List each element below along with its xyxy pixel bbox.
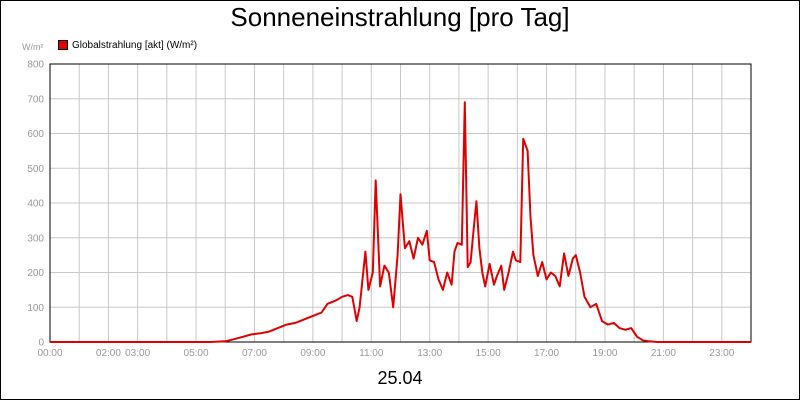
y-tick-label: 100 <box>27 303 44 314</box>
x-tick-label: 11:00 <box>359 348 384 359</box>
x-tick-label: 19:00 <box>592 348 617 359</box>
y-tick-label: 500 <box>27 164 44 175</box>
y-tick-label: 300 <box>27 233 44 244</box>
y-tick-label: 700 <box>27 94 44 105</box>
series-line-globalstrahlung <box>50 101 751 343</box>
x-tick-label: 03:00 <box>125 348 150 359</box>
x-tick-label: 17:00 <box>534 348 559 359</box>
chart-title: Sonneneinstrahlung [pro Tag] <box>230 2 570 32</box>
x-axis-date-label: 25.04 <box>377 368 423 388</box>
grid <box>50 64 751 342</box>
x-tick-label: 23:00 <box>709 348 734 359</box>
y-axis-ticks: 0 100 200 300 400 500 600 700 800 <box>27 60 44 349</box>
x-tick-label: 09:00 <box>300 348 325 359</box>
x-tick-label: 13:00 <box>417 348 442 359</box>
y-tick-label: 0 <box>38 338 44 349</box>
x-tick-label: 21:00 <box>651 348 676 359</box>
x-axis-ticks: 00:00 02:00 03:00 05:00 07:00 09:00 11:00 13:00… <box>37 348 734 359</box>
x-tick-label: 05:00 <box>184 348 209 359</box>
x-tick-label: 15:00 <box>476 348 501 359</box>
y-tick-label: 200 <box>27 268 44 279</box>
legend-swatch <box>58 40 68 50</box>
plot-area-border <box>49 63 752 343</box>
y-tick-label: 600 <box>27 129 44 140</box>
y-tick-label: 400 <box>27 199 44 210</box>
x-tick-label: 07:00 <box>242 348 267 359</box>
y-tick-label: 800 <box>27 60 44 71</box>
x-tick-label: 02:00 <box>96 348 121 359</box>
y-axis-unit-label: W/m² <box>22 42 44 52</box>
x-tick-label: 00:00 <box>37 348 62 359</box>
legend: Globalstrahlung [akt] (W/m²) <box>58 38 197 52</box>
legend-entry-label: Globalstrahlung [akt] (W/m²) <box>72 39 198 51</box>
